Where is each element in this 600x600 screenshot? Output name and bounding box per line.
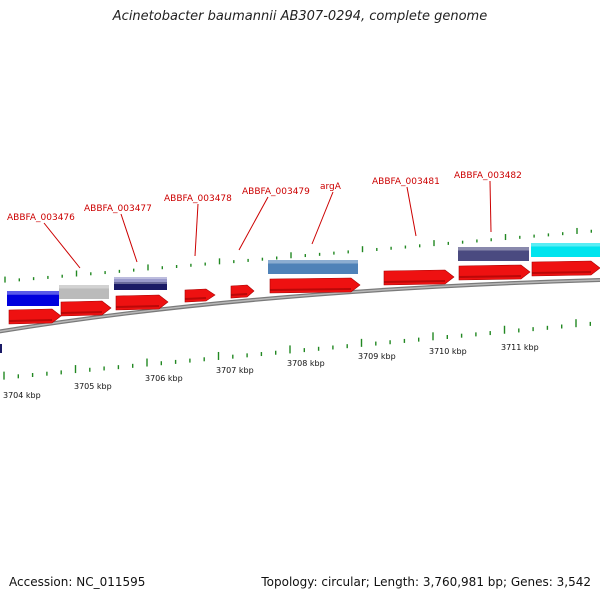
cds-arrow-shadow <box>458 275 522 278</box>
feature-highlight <box>458 247 529 251</box>
cds-arrow-shadow <box>184 297 207 300</box>
gene-label: ABBFA_003478 <box>164 194 232 204</box>
feature-highlight <box>114 277 167 279</box>
accession-text: Accession: NC_011595 <box>9 575 146 589</box>
cds-arrow-shadow <box>60 311 103 314</box>
feature-block-grey <box>59 285 109 299</box>
feature-block-steelblue <box>268 260 358 274</box>
label-connector <box>120 213 138 263</box>
label-connector <box>406 186 417 237</box>
gene-label: ABBFA_003477 <box>84 204 152 214</box>
label-connector <box>194 203 199 257</box>
cds-arrow-shadow <box>383 280 446 283</box>
feature-block-blue <box>7 291 59 306</box>
label-connector <box>311 191 334 245</box>
feature-block-lavender <box>114 277 167 282</box>
cds-arrow-shadow <box>531 271 592 274</box>
feature-block-slate <box>458 247 529 261</box>
cds-arrow-shadow <box>269 288 352 291</box>
cds-arrow <box>230 284 255 299</box>
gene-label: ABBFA_003476 <box>7 213 75 223</box>
label-connector <box>489 180 492 233</box>
label-connector <box>43 222 81 269</box>
kbp-label: 3710 kbp <box>429 347 467 356</box>
genome-stats-text: Topology: circular; Length: 3,760,981 bp… <box>261 575 591 589</box>
kbp-label: 3711 kbp <box>501 343 539 352</box>
cds-arrow-shadow <box>230 293 248 296</box>
kbp-label: 3704 kbp <box>3 391 41 400</box>
label-connector <box>238 196 269 251</box>
map-title: Acinetobacter baumannii AB307-0294, comp… <box>112 9 488 24</box>
gene-label: argA <box>320 182 342 192</box>
gene-label: ABBFA_003481 <box>372 177 440 187</box>
feature-block-navy <box>114 282 167 290</box>
gene-label: ABBFA_003479 <box>242 187 310 197</box>
edge-stub <box>0 344 2 353</box>
cds-track <box>8 260 600 325</box>
kbp-label: 3708 kbp <box>287 359 325 368</box>
feature-highlight <box>7 291 59 295</box>
feature-highlight <box>114 282 167 284</box>
feature-highlight <box>59 285 109 289</box>
cds-arrow-shadow <box>115 305 160 308</box>
cds-arrow-shadow <box>8 319 53 322</box>
kbp-label: 3706 kbp <box>145 374 183 383</box>
kbp-label: 3709 kbp <box>358 352 396 361</box>
kbp-label: 3707 kbp <box>216 366 254 375</box>
cds-arrow <box>184 288 216 303</box>
label-connectors <box>43 180 492 269</box>
lower-tick-row <box>3 319 591 380</box>
kbp-label: 3705 kbp <box>74 382 112 391</box>
feature-highlight <box>268 260 358 264</box>
gene-label: ABBFA_003482 <box>454 171 522 181</box>
feature-highlight <box>531 243 600 247</box>
upper-tick-row <box>4 227 592 283</box>
feature-block-cyan <box>531 243 600 257</box>
feature-track <box>0 243 600 353</box>
